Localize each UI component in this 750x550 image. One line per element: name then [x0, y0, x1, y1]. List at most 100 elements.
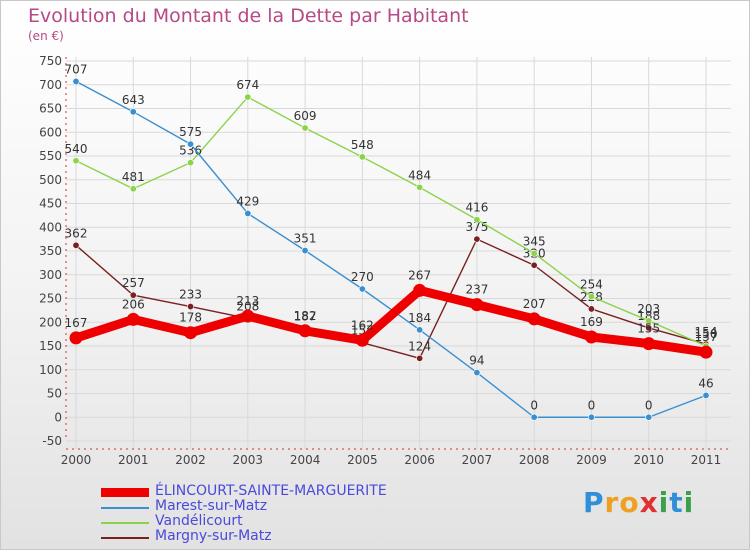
data-label: 345 — [523, 234, 546, 248]
data-label: 213 — [236, 294, 259, 308]
data-point — [413, 283, 427, 297]
data-point — [187, 303, 195, 311]
data-point — [355, 333, 369, 347]
data-label: 0 — [645, 398, 653, 412]
data-point — [530, 261, 538, 269]
data-label: 203 — [637, 302, 660, 316]
data-point — [702, 391, 710, 399]
legend-item-marest: Marest-sur-Matz — [101, 498, 431, 516]
data-point — [187, 140, 195, 148]
legend-swatch — [101, 522, 149, 524]
data-point — [358, 153, 366, 161]
x-tick-label: 2008 — [519, 453, 550, 467]
data-label: 351 — [294, 232, 317, 246]
data-label: 540 — [65, 142, 88, 156]
data-label: 155 — [637, 322, 660, 336]
data-point — [473, 235, 481, 243]
data-label: 167 — [65, 316, 88, 330]
y-tick-label: 250 — [39, 292, 62, 306]
data-point — [129, 108, 137, 116]
data-label: 536 — [179, 144, 202, 158]
chart-subtitle: (en €) — [28, 29, 64, 43]
data-point — [470, 298, 484, 312]
data-label: 643 — [122, 93, 145, 107]
data-point — [416, 183, 424, 191]
logo-letter: i — [658, 486, 670, 519]
x-tick-label: 2004 — [290, 453, 321, 467]
data-point — [645, 324, 653, 332]
legend-label: Marest-sur-Matz — [155, 498, 268, 514]
data-point — [473, 216, 481, 224]
legend-item-margny: Margny-sur-Matz — [101, 528, 431, 546]
data-label: 124 — [408, 339, 431, 353]
data-point — [298, 324, 312, 338]
data-label: 484 — [408, 168, 431, 182]
data-label: 0 — [588, 398, 596, 412]
data-label: 270 — [351, 270, 374, 284]
y-tick-label: -50 — [42, 434, 62, 448]
series-line — [75, 96, 707, 347]
data-label: 162 — [351, 318, 374, 332]
data-point — [187, 159, 195, 167]
logo-letter: P — [583, 486, 605, 519]
data-point — [301, 247, 309, 255]
data-point — [244, 93, 252, 101]
x-tick-label: 2005 — [347, 453, 378, 467]
data-label: 150 — [695, 327, 718, 341]
series-line — [71, 285, 711, 357]
data-label: 206 — [122, 297, 145, 311]
data-label: 237 — [465, 283, 488, 297]
data-point — [416, 326, 424, 334]
data-label: 481 — [122, 170, 145, 184]
data-point — [530, 249, 538, 257]
y-tick-label: 300 — [39, 268, 62, 282]
data-point — [241, 309, 255, 323]
data-label: 188 — [637, 309, 660, 323]
y-tick-label: 550 — [39, 149, 62, 163]
data-point — [301, 124, 309, 132]
y-tick-label: 200 — [39, 315, 62, 329]
x-tick-label: 2001 — [118, 453, 149, 467]
y-tick-label: 500 — [39, 173, 62, 187]
data-label: 182 — [294, 309, 317, 323]
logo-letter: t — [669, 486, 684, 519]
chart-legend: ÉLINCOURT-SAINTE-MARGUERITE Marest-sur-M… — [101, 483, 431, 546]
y-tick-label: 0 — [54, 410, 62, 424]
logo-letter: o — [619, 486, 640, 519]
data-point — [530, 413, 538, 421]
data-point — [129, 185, 137, 193]
logo-letter: i — [683, 486, 695, 519]
y-tick-label: 700 — [39, 78, 62, 92]
data-point — [69, 331, 83, 345]
data-point — [587, 293, 595, 301]
logo-letter: x — [639, 486, 659, 519]
legend-label: Margny-sur-Matz — [155, 528, 272, 544]
data-label: 94 — [469, 354, 484, 368]
data-label: 362 — [65, 226, 88, 240]
data-label: 137 — [695, 330, 718, 344]
legend-label: ÉLINCOURT-SAINTE-MARGUERITE — [155, 483, 387, 499]
x-tick-label: 2000 — [61, 453, 92, 467]
data-label: 257 — [122, 276, 145, 290]
data-point — [129, 291, 137, 299]
data-label: 169 — [580, 315, 603, 329]
data-label: 178 — [179, 311, 202, 325]
data-label: 254 — [580, 278, 603, 292]
legend-item-elincourt: ÉLINCOURT-SAINTE-MARGUERITE — [101, 483, 431, 501]
x-tick-label: 2006 — [404, 453, 435, 467]
x-tick-label: 2011 — [691, 453, 722, 467]
data-point — [126, 312, 140, 326]
y-tick-label: 150 — [39, 339, 62, 353]
data-label: 0 — [530, 398, 538, 412]
y-tick-label: 750 — [39, 54, 62, 68]
data-point — [416, 354, 424, 362]
logo-letter: r — [604, 486, 620, 519]
legend-swatch — [101, 537, 149, 539]
y-tick-label: 650 — [39, 102, 62, 116]
data-label: 609 — [294, 109, 317, 123]
legend-label: Vandélicourt — [155, 513, 243, 529]
data-label: 154 — [695, 325, 718, 339]
data-label: 267 — [408, 268, 431, 282]
y-tick-label: 100 — [39, 363, 62, 377]
